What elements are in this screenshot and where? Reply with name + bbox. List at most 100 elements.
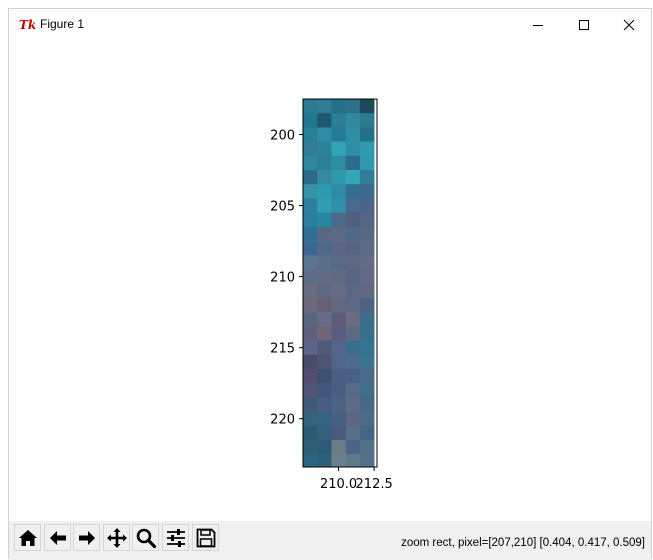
image-pixel xyxy=(303,155,318,171)
image-pixel xyxy=(345,383,361,398)
minimize-button[interactable] xyxy=(515,9,561,41)
y-tick-label: 200 xyxy=(270,129,295,144)
x-tick-label: 212.5 xyxy=(356,477,393,492)
magnifier-icon xyxy=(136,528,156,548)
image-pixel xyxy=(317,411,332,427)
image-pixel xyxy=(317,184,332,199)
image-pixel xyxy=(303,241,318,256)
image-pixel xyxy=(345,411,361,427)
image-pixel xyxy=(317,297,332,313)
image-pixel xyxy=(359,184,375,199)
image-pixel xyxy=(359,368,375,384)
image-pixel xyxy=(359,454,375,468)
image-pixel xyxy=(345,326,361,341)
figure-canvas[interactable]: 200 205 210 215 220 210.0 212.5 xyxy=(9,41,653,521)
image-pixel xyxy=(331,269,346,285)
image-pixel xyxy=(303,440,318,455)
image-pixel xyxy=(331,354,346,370)
home-button[interactable] xyxy=(14,524,41,551)
move-icon xyxy=(106,527,127,548)
image-pixel xyxy=(359,99,375,114)
image-pixel xyxy=(331,212,346,228)
image-pixel xyxy=(317,397,332,412)
image-pixel xyxy=(303,127,318,142)
back-button[interactable] xyxy=(44,524,71,551)
image-pixel xyxy=(331,226,346,242)
image-pixel xyxy=(331,312,346,327)
image-pixel xyxy=(359,170,375,185)
save-button[interactable] xyxy=(192,524,219,551)
close-button[interactable] xyxy=(606,9,652,41)
arrow-right-icon xyxy=(78,530,95,545)
x-tick-label: 210.0 xyxy=(320,477,357,492)
image-pixel xyxy=(317,170,332,185)
sliders-icon xyxy=(166,528,185,547)
tk-feather-icon: Tk xyxy=(19,18,37,32)
image-pixel xyxy=(359,269,375,285)
image-pixel xyxy=(345,269,361,285)
image-pixel xyxy=(317,340,332,356)
image-pixel xyxy=(331,383,346,398)
image-pixel xyxy=(303,99,318,114)
image-pixel xyxy=(359,354,375,370)
image-pixel xyxy=(345,113,361,128)
image-pixel xyxy=(317,113,332,128)
minimize-icon xyxy=(533,25,543,26)
image-pixel xyxy=(331,340,346,356)
image-pixel xyxy=(345,454,361,468)
image-pixel xyxy=(317,198,332,213)
configure-subplots-button[interactable] xyxy=(162,524,189,551)
image-pixel xyxy=(359,425,375,441)
image-pixel xyxy=(303,113,318,128)
image-pixel xyxy=(331,198,346,213)
image-pixel xyxy=(331,241,346,256)
image-pixel xyxy=(331,425,346,441)
image-pixel xyxy=(345,255,361,270)
image-pixel xyxy=(303,340,318,356)
image-pixel xyxy=(317,283,332,299)
image-pixel xyxy=(303,326,318,341)
image-pixel xyxy=(303,198,318,213)
pan-button[interactable] xyxy=(103,524,130,551)
image-pixel xyxy=(331,454,346,468)
navigation-toolbar: zoom rect, pixel=[207,210] [0.404, 0.417… xyxy=(9,521,651,560)
image-pixel xyxy=(303,269,318,285)
maximize-button[interactable] xyxy=(561,9,607,41)
status-readout: zoom rect, pixel=[207,210] [0.404, 0.417… xyxy=(401,537,645,549)
image-pixel xyxy=(359,155,375,171)
image-pixel xyxy=(345,354,361,370)
image-pixel xyxy=(303,425,318,441)
image-pixel xyxy=(303,383,318,398)
image-pixel xyxy=(359,283,375,299)
image-pixel xyxy=(359,440,375,455)
image-pixel xyxy=(359,326,375,341)
image-pixel xyxy=(331,113,346,128)
image-pixel xyxy=(345,170,361,185)
image-pixel xyxy=(359,198,375,213)
image-pixel xyxy=(345,127,361,142)
image-pixel xyxy=(317,155,332,171)
image-pixel xyxy=(331,326,346,341)
image-pixel xyxy=(331,255,346,270)
image-pixel xyxy=(303,454,318,468)
image-pixel xyxy=(303,397,318,412)
image-pixel xyxy=(331,141,346,157)
image-pixel xyxy=(331,184,346,199)
image-pixel xyxy=(317,383,332,398)
zoom-button[interactable] xyxy=(132,524,159,551)
image-pixel xyxy=(317,326,332,341)
image-pixel xyxy=(359,383,375,398)
close-icon xyxy=(623,19,635,31)
image-pixel xyxy=(345,297,361,313)
image-pixel xyxy=(345,425,361,441)
title-bar[interactable]: Tk Figure 1 xyxy=(9,9,651,41)
image-pixel xyxy=(331,411,346,427)
image-cells xyxy=(303,99,375,468)
forward-button[interactable] xyxy=(73,524,100,551)
image-pixel xyxy=(359,255,375,270)
image-pixel xyxy=(345,141,361,157)
image-pixel xyxy=(345,312,361,327)
image-pixel xyxy=(359,226,375,242)
